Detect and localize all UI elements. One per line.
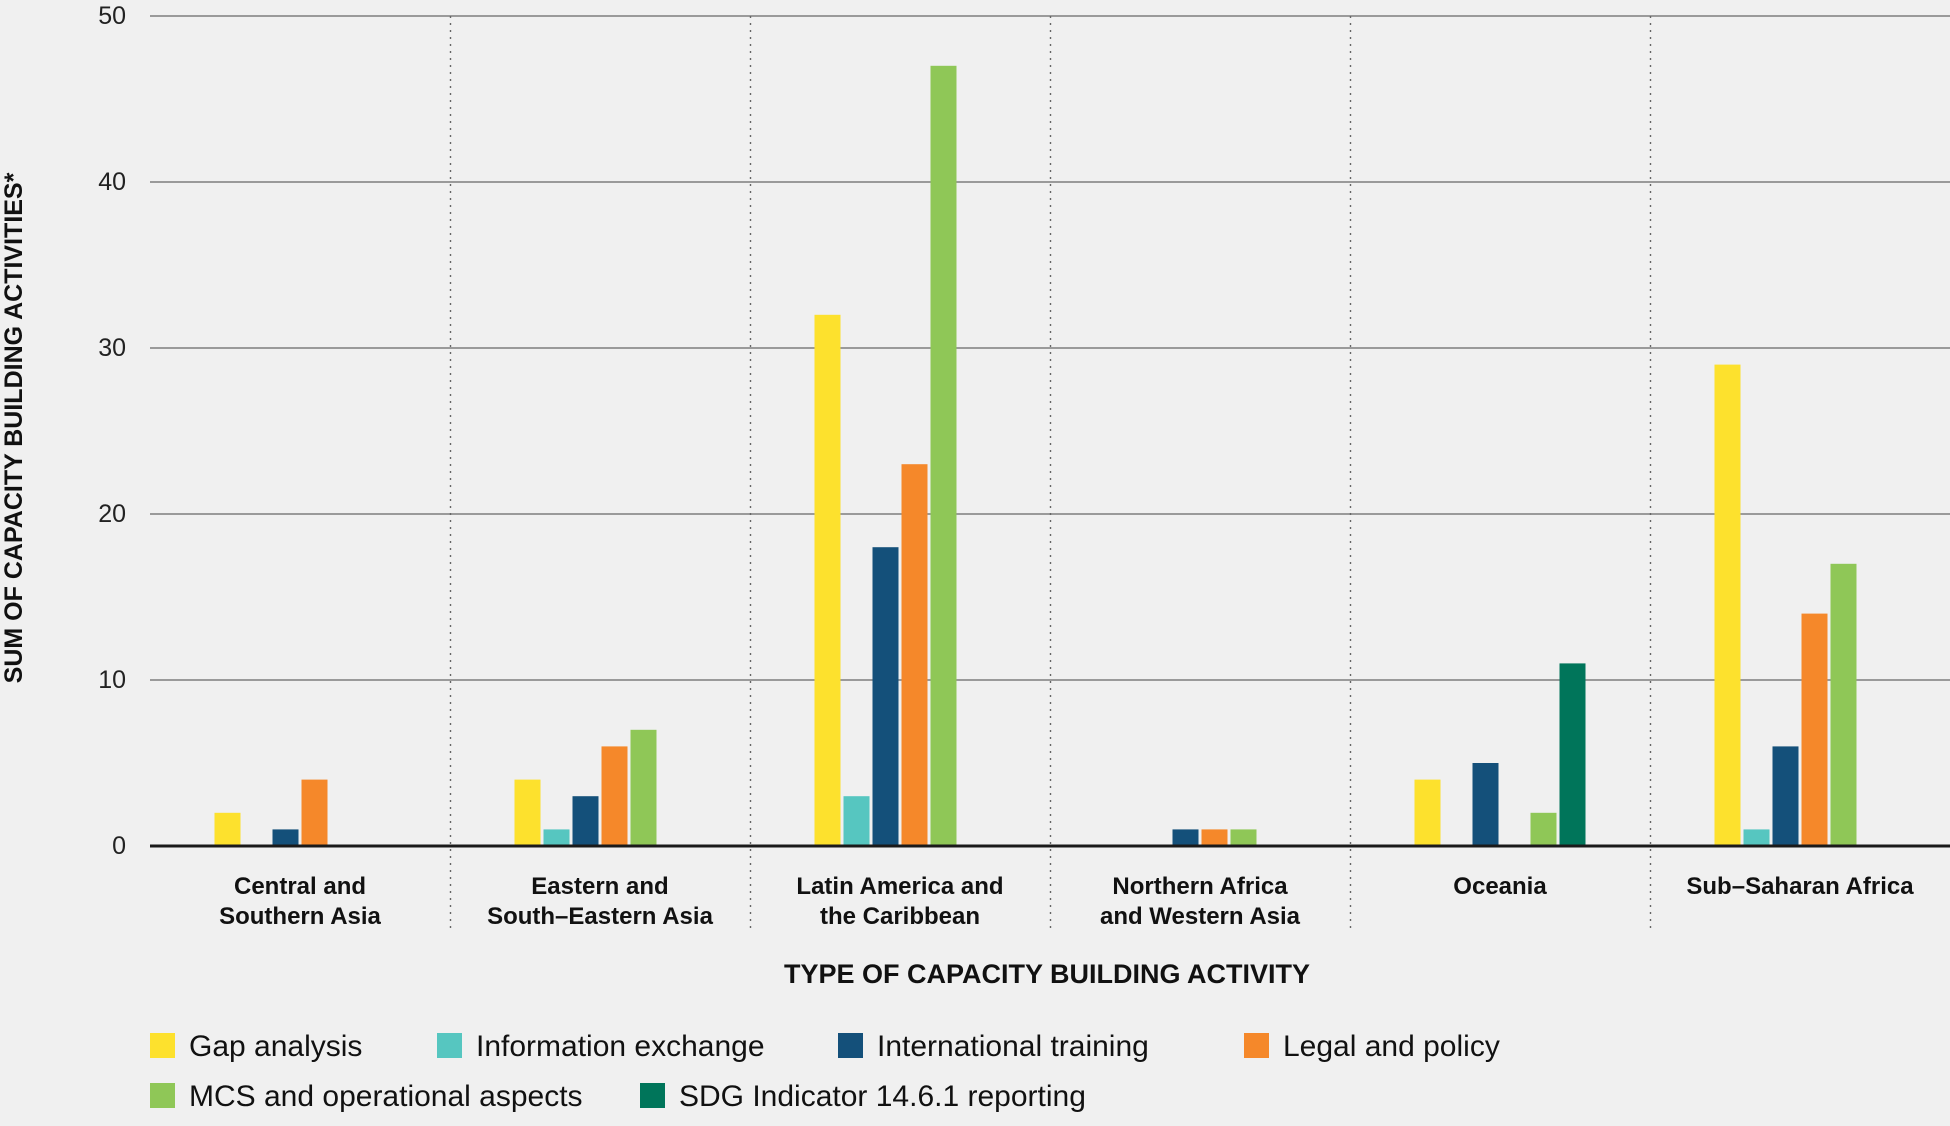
category-labels: Central and Southern Asia Eastern and South…: [219, 873, 1914, 930]
bar: [272, 829, 299, 846]
bar: [601, 746, 628, 846]
legend-item: MCS and operational aspects: [150, 1080, 583, 1113]
bar: [214, 812, 241, 846]
legend-item: Gap analysis: [150, 1030, 362, 1063]
legend-swatch: [150, 1033, 175, 1058]
category-label: Oceania: [1453, 873, 1547, 900]
bar: [1530, 812, 1557, 846]
y-tick-label: 20: [98, 500, 126, 528]
category-label: and Western Asia: [1100, 903, 1301, 930]
legend-label: Gap analysis: [189, 1030, 362, 1063]
category-label: Sub–Saharan Africa: [1686, 873, 1914, 900]
y-tick-label: 0: [112, 832, 126, 860]
legend-item: SDG Indicator 14.6.1 reporting: [640, 1080, 1086, 1113]
bar: [814, 314, 841, 846]
bar: [630, 729, 657, 846]
legend-swatch: [640, 1083, 665, 1108]
y-tick-label: 40: [98, 168, 126, 196]
bar: [1801, 613, 1828, 846]
y-tick-label: 30: [98, 334, 126, 362]
category-label: Southern Asia: [219, 903, 381, 930]
bar: [1559, 663, 1586, 846]
category-label: Northern Africa: [1112, 873, 1288, 900]
legend-swatch: [838, 1033, 863, 1058]
bar: [1743, 829, 1770, 846]
legend-label: Legal and policy: [1283, 1030, 1500, 1063]
category-label: South–Eastern Asia: [487, 903, 713, 930]
bars: [214, 65, 1857, 847]
bar: [1201, 829, 1228, 846]
bar: [1472, 763, 1499, 846]
y-axis-title: SUM OF CAPACITY BUILDING ACTIVITIES*: [0, 172, 28, 683]
bar: [1414, 779, 1441, 846]
legend: Gap analysis Information exchange Internat…: [150, 1030, 1500, 1113]
category-label: Latin America and: [796, 873, 1003, 900]
bar: [572, 796, 599, 846]
legend-item: Legal and policy: [1244, 1030, 1500, 1063]
bar: [1172, 829, 1199, 846]
bar: [1772, 746, 1799, 846]
legend-swatch: [1244, 1033, 1269, 1058]
bar: [301, 779, 328, 846]
bar: [543, 829, 570, 846]
y-axis-ticks: 0 10 20 30 40 50: [98, 2, 126, 860]
x-axis-title: TYPE OF CAPACITY BUILDING ACTIVITY: [784, 959, 1310, 989]
bar: [514, 779, 541, 846]
y-tick-label: 50: [98, 2, 126, 30]
category-separators: [449, 16, 1652, 928]
legend-label: MCS and operational aspects: [189, 1080, 583, 1113]
legend-label: SDG Indicator 14.6.1 reporting: [679, 1080, 1086, 1113]
y-tick-label: 10: [98, 666, 126, 694]
bar: [1230, 829, 1257, 846]
legend-label: Information exchange: [476, 1030, 765, 1063]
legend-label: International training: [877, 1030, 1149, 1063]
legend-item: International training: [838, 1030, 1149, 1063]
legend-item: Information exchange: [437, 1030, 765, 1063]
bar: [930, 65, 957, 847]
bar: [901, 464, 928, 846]
category-label: Central and: [234, 873, 366, 900]
bar: [843, 796, 870, 846]
bar: [1714, 364, 1741, 846]
legend-swatch: [150, 1083, 175, 1108]
category-label: Eastern and: [531, 873, 668, 900]
legend-swatch: [437, 1033, 462, 1058]
category-label: the Caribbean: [820, 903, 980, 930]
bar: [872, 547, 899, 846]
bar: [1830, 563, 1857, 846]
